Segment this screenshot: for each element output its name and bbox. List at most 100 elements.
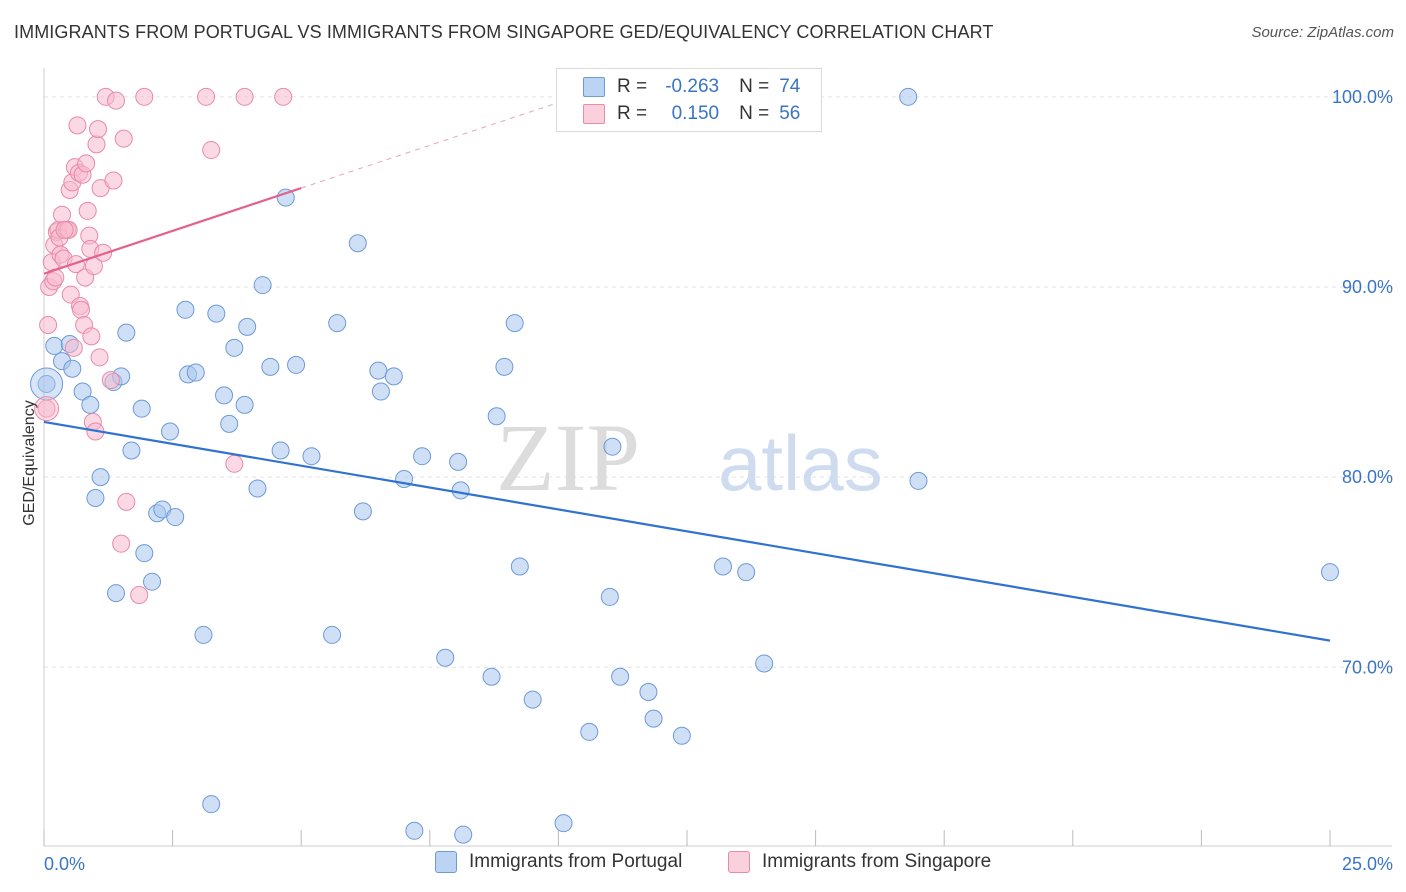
portugal-point [487,407,506,426]
y-tick-label: 100.0% [1332,87,1393,107]
portugal-point [248,479,267,498]
portugal-point [737,563,756,582]
singapore-point [72,300,91,319]
singapore-swatch [583,104,605,124]
trend-lines [43,102,1331,642]
singapore-point [64,338,83,357]
portugal-point [371,382,390,401]
legend-item-singapore[interactable]: Immigrants from Singapore [728,851,991,873]
portugal-point [413,447,432,466]
portugal-point [449,452,468,471]
portugal-point [328,314,347,333]
series-legend: Immigrants from Portugal Immigrants from… [0,851,1406,879]
singapore-point [130,586,149,605]
portugal-point [482,667,501,686]
chart-title: IMMIGRANTS FROM PORTUGAL VS IMMIGRANTS F… [14,22,994,42]
portugal-point [495,357,514,376]
portugal-point [45,336,64,355]
portugal-point [287,355,306,374]
portugal-point [909,471,928,490]
watermark-zip: ZIP [496,404,640,511]
singapore-point [104,171,123,190]
data-points [30,87,1339,844]
singapore-point [135,87,154,106]
tick-labels: 70.0% 80.0% 90.0% 100.0% 0.0% 25.0% [44,87,1393,874]
portugal-point [37,374,56,393]
singapore-point [90,348,109,367]
legend-label-portugal: Immigrants from Portugal [469,851,683,872]
singapore-point [235,87,254,106]
portugal-point [107,584,126,603]
portugal-legend-swatch [435,851,457,873]
singapore-point [78,201,97,220]
portugal-point [253,276,272,295]
portugal-point [132,399,151,418]
portugal-point [225,338,244,357]
portugal-point [600,587,619,606]
watermark-atlas: atlas [718,419,883,507]
portugal-swatch [583,77,605,97]
portugal-point [755,654,774,673]
watermark: ZIP atlas [496,404,883,511]
portugal-point [639,682,658,701]
portugal-point [235,395,254,414]
r-value: 0.150 [671,103,720,124]
legend-item-portugal[interactable]: Immigrants from Portugal [435,851,682,873]
singapore-point [55,220,74,239]
trend-line-portugal [43,420,1331,642]
correlation-legend: R = -0.263 N = 74 R = 0.150 N = 56 [556,68,822,132]
singapore-point [225,454,244,473]
singapore-point [68,116,87,135]
portugal-point [353,502,372,521]
portugal-point [271,441,290,460]
n-key: N = [739,76,770,97]
r-key: R = [617,76,648,97]
r-value: -0.263 [665,76,720,97]
portugal-point [202,795,221,814]
portugal-point [186,363,205,382]
singapore-point [107,91,126,110]
singapore-point [89,120,108,139]
source-credit: Source: ZipAtlas.com [1251,24,1394,41]
n-key: N = [739,103,770,124]
portugal-point [194,625,213,644]
portugal-point [161,422,180,441]
n-value: 74 [779,76,801,97]
x-tick-label-right: 25.0% [1342,854,1393,874]
portugal-point-large [30,367,64,401]
legend-row-singapore: R = 0.150 N = 56 [583,101,800,127]
y-tick-label: 70.0% [1342,657,1393,677]
singapore-point [53,205,72,224]
portugal-point [899,87,918,106]
portugal-point [384,367,403,386]
singapore-legend-swatch [728,851,750,873]
portugal-point [261,357,280,376]
axes [43,68,1392,847]
portugal-point [644,709,663,728]
portugal-point [73,382,92,401]
y-tick-label: 80.0% [1342,467,1393,487]
portugal-point [302,447,321,466]
portugal-point [166,508,185,527]
y-tick-label: 90.0% [1342,277,1393,297]
singapore-point [101,371,120,390]
legend-row-portugal: R = -0.263 N = 74 [583,74,800,100]
singapore-point [112,534,131,553]
singapore-point [77,154,96,173]
portugal-point [86,489,105,508]
portugal-point [369,361,388,380]
portugal-point [510,557,529,576]
portugal-point [348,234,367,253]
portugal-point [176,300,195,319]
portugal-point [714,557,733,576]
singapore-point [114,129,133,148]
portugal-point [276,188,295,207]
singapore-point [39,315,58,334]
portugal-point [672,726,691,745]
portugal-point [554,814,573,833]
portugal-point [580,722,599,741]
portugal-point [1321,563,1339,582]
portugal-point [63,359,82,378]
y-axis-title: GED/Equivalency [21,400,38,525]
